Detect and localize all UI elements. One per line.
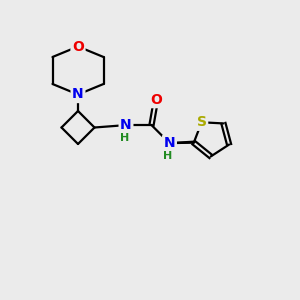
Text: N: N <box>120 118 132 132</box>
Text: N: N <box>72 88 84 101</box>
Text: N: N <box>164 136 175 150</box>
Text: O: O <box>72 40 84 53</box>
Text: H: H <box>120 133 129 143</box>
Text: S: S <box>196 115 207 129</box>
Text: H: H <box>164 151 172 161</box>
Text: O: O <box>150 93 162 106</box>
